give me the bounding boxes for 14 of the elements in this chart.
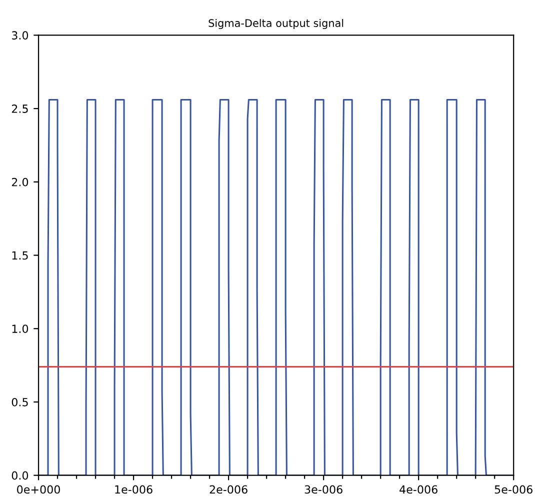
x-tick-label: 1e-006 <box>115 485 152 494</box>
x-tick-label: 4e-006 <box>400 485 438 494</box>
chart-title: Sigma-Delta output signal <box>208 18 344 30</box>
y-tick-label: 2.0 <box>12 178 28 186</box>
y-tick-label: 1.5 <box>12 251 28 260</box>
x-tick-label: 5e-006 <box>494 485 532 494</box>
y-tick-label: 2.5 <box>12 104 28 113</box>
x-tick-label: 0e+000 <box>17 485 60 494</box>
y-tick-label: 3.0 <box>12 31 28 40</box>
y-tick-label: 0.0 <box>12 471 28 480</box>
x-tick-label: 3e-006 <box>304 485 342 494</box>
y-tick-label: 0.5 <box>12 398 28 406</box>
x-tick-label: 2e-006 <box>210 485 248 494</box>
y-tick-label: 1.0 <box>12 324 28 334</box>
